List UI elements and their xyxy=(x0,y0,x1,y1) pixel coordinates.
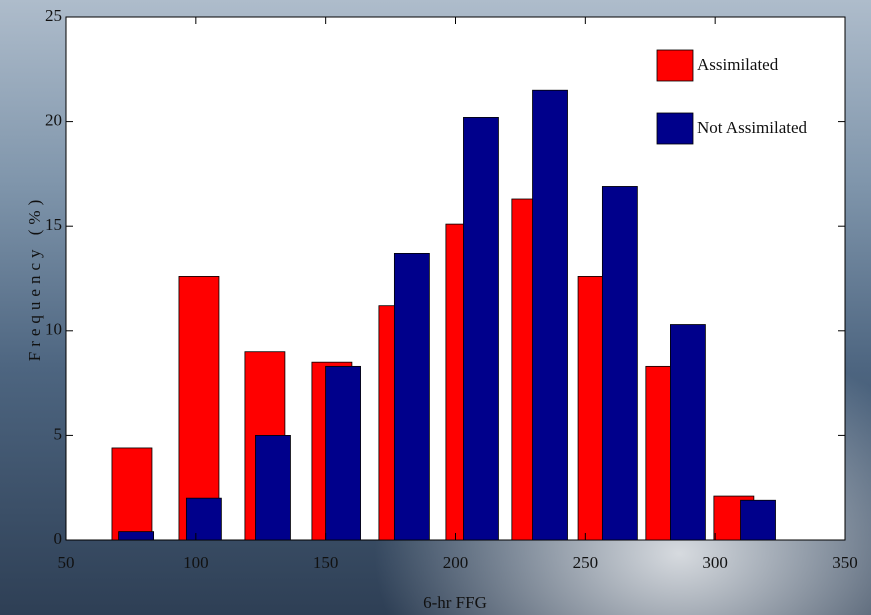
y-tick-label: 0 xyxy=(54,529,63,548)
legend-label: Assimilated xyxy=(697,55,779,74)
y-tick-label: 10 xyxy=(45,320,62,339)
page: {"chart_data": {"type": "bar", "xlabel":… xyxy=(0,0,871,615)
legend-swatch xyxy=(657,113,693,144)
y-tick-label: 15 xyxy=(45,215,62,234)
y-tick-label: 5 xyxy=(54,424,63,443)
x-tick-label: 150 xyxy=(313,553,339,572)
y-tick-label: 25 xyxy=(45,6,62,25)
x-tick-label: 200 xyxy=(443,553,469,572)
bar xyxy=(602,186,637,540)
bar xyxy=(112,448,152,540)
legend-label: Not Assimilated xyxy=(697,118,808,137)
bar xyxy=(533,90,568,540)
x-tick-label: 300 xyxy=(702,553,728,572)
x-axis-label: 6-hr FFG xyxy=(423,593,487,612)
bar xyxy=(741,500,776,540)
bar xyxy=(394,253,429,540)
x-tick-label: 100 xyxy=(183,553,209,572)
bar xyxy=(186,498,221,540)
x-tick-label: 350 xyxy=(832,553,858,572)
x-tick-label: 50 xyxy=(58,553,75,572)
legend-swatch xyxy=(657,50,693,81)
y-tick-label: 20 xyxy=(45,111,62,130)
bar xyxy=(670,325,705,540)
bar xyxy=(463,117,498,540)
bar xyxy=(255,435,290,540)
chart: 6-hr FFG Frequency (%) 0 5 10 15 20 25 50 100 15… xyxy=(0,0,871,615)
bar xyxy=(326,366,361,540)
bar xyxy=(119,532,154,540)
y-axis-label: Frequency (%) xyxy=(25,195,44,362)
x-tick-label: 250 xyxy=(573,553,599,572)
